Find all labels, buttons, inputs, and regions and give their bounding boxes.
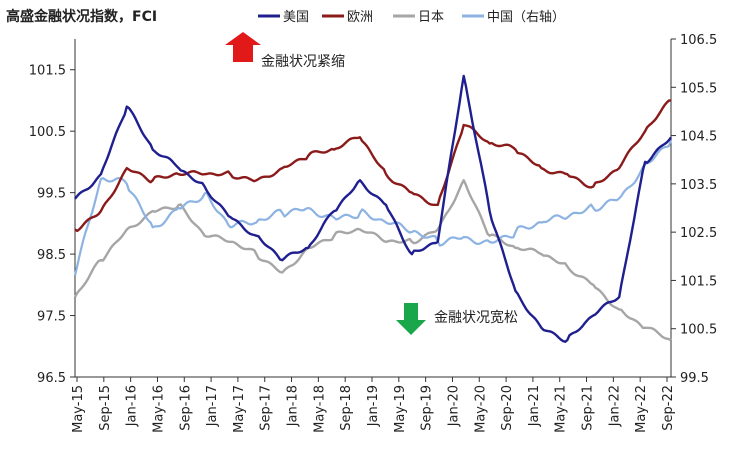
up-arrow-icon xyxy=(225,32,261,62)
chart-title: 高盛金融状况指数，FCI xyxy=(6,8,157,25)
down-arrow-icon xyxy=(396,303,426,335)
right-tick-label: 106.5 xyxy=(680,33,717,48)
x-tick-label: Jan-22 xyxy=(607,385,622,427)
x-tick-label: Sep-16 xyxy=(178,385,193,431)
x-axis-ticks: May-15 Sep-15 Jan-16 May-16 Sep-16 Jan-17 May-… xyxy=(71,377,676,433)
left-tick-label: 101.5 xyxy=(29,64,66,79)
x-tick-label: Jan-20 xyxy=(446,385,461,427)
right-axis-ticks: 99.5 100.5 101.5 102.5 103.5 104.5 105.5 106.5 xyxy=(671,33,717,386)
series-line-1 xyxy=(74,99,672,233)
x-tick-label: Sep-21 xyxy=(581,385,596,431)
tightening-annotation: 金融状况紧缩 xyxy=(225,32,345,70)
left-tick-label: 100.5 xyxy=(29,125,66,140)
x-tick-label: May-19 xyxy=(393,385,408,433)
left-tick-label: 99.5 xyxy=(37,187,66,202)
right-tick-label: 101.5 xyxy=(680,274,717,289)
x-tick-label: Jan-17 xyxy=(205,385,220,427)
right-tick-label: 103.5 xyxy=(680,178,717,193)
legend-label-1: 欧洲 xyxy=(347,10,373,25)
left-tick-label: 98.5 xyxy=(37,248,66,263)
x-tick-label: May-15 xyxy=(71,385,86,433)
tightening-label: 金融状况紧缩 xyxy=(261,54,345,70)
x-tick-label: Sep-19 xyxy=(420,385,435,431)
legend-label-2: 日本 xyxy=(418,10,444,25)
easing-annotation: 金融状况宽松 xyxy=(396,303,518,335)
right-tick-label: 104.5 xyxy=(680,130,717,145)
legend-label-0: 美国 xyxy=(283,10,309,25)
x-tick-label: Sep-18 xyxy=(339,385,354,431)
x-tick-label: May-18 xyxy=(312,385,327,433)
left-tick-label: 97.5 xyxy=(37,310,66,325)
x-tick-label: May-22 xyxy=(634,385,649,433)
right-tick-label: 100.5 xyxy=(680,323,717,338)
series-lines xyxy=(73,74,673,343)
left-axis-ticks: 96.5 97.5 98.5 99.5 100.5 101.5 xyxy=(29,64,75,386)
x-tick-label: Jan-19 xyxy=(366,385,381,427)
x-tick-label: Jan-18 xyxy=(286,385,301,427)
x-tick-label: Sep-22 xyxy=(661,385,676,431)
x-tick-label: May-16 xyxy=(151,385,166,433)
x-tick-label: Jan-21 xyxy=(527,385,542,427)
left-tick-label: 96.5 xyxy=(37,371,66,386)
right-tick-label: 105.5 xyxy=(680,81,717,96)
plot-area xyxy=(74,39,672,378)
easing-label: 金融状况宽松 xyxy=(434,309,518,326)
right-tick-label: 99.5 xyxy=(680,371,709,386)
x-tick-label: Sep-17 xyxy=(259,385,274,431)
x-tick-label: Jan-16 xyxy=(125,385,140,427)
x-tick-label: Sep-20 xyxy=(500,385,515,431)
series-line-2 xyxy=(73,179,672,342)
x-tick-label: May-21 xyxy=(554,385,569,433)
series-line-3 xyxy=(73,140,673,276)
right-tick-label: 102.5 xyxy=(680,226,717,241)
series-line-0 xyxy=(74,74,672,343)
legend: 美国 欧洲 日本 中国（右轴） xyxy=(258,10,565,25)
x-tick-label: Sep-15 xyxy=(98,385,113,431)
legend-label-3: 中国（右轴） xyxy=(487,10,565,25)
x-tick-label: May-17 xyxy=(232,385,247,433)
x-tick-label: May-20 xyxy=(473,385,488,433)
